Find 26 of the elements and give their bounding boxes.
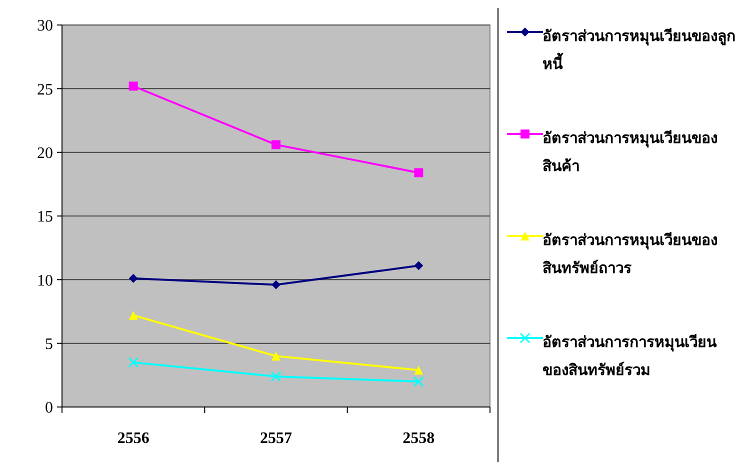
legend-label: อัตราส่วนการหมุนเวียนของสินค้า bbox=[542, 128, 719, 177]
point bbox=[414, 168, 424, 178]
legend-label: อัตราส่วนการการหมุนเวียนของสินทรัพย์รวม bbox=[542, 332, 718, 381]
point bbox=[270, 371, 282, 382]
legend-label: อัตราส่วนการหมุนเวียนของลูกหนี้ bbox=[542, 26, 737, 75]
y-tick-label: 15 bbox=[37, 208, 53, 226]
legend-label: อัตราส่วนการหมุนเวียนของสินทรัพย์ถาวร bbox=[542, 230, 719, 279]
y-tick-label: 10 bbox=[37, 272, 53, 290]
x-tick-label: 2558 bbox=[402, 430, 435, 447]
point bbox=[128, 82, 138, 91]
point bbox=[128, 310, 138, 320]
y-tick-label: 5 bbox=[45, 336, 53, 353]
x-tick-label: 2557 bbox=[260, 430, 292, 447]
y-tick-label: 25 bbox=[37, 81, 53, 98]
y-tick-label: 0 bbox=[45, 400, 53, 417]
point bbox=[414, 261, 424, 270]
point bbox=[128, 274, 138, 283]
point bbox=[413, 376, 424, 387]
point bbox=[272, 140, 280, 150]
point bbox=[272, 352, 280, 361]
y-tick-label: 30 bbox=[37, 18, 53, 35]
point bbox=[414, 366, 424, 375]
point bbox=[128, 357, 139, 368]
point bbox=[272, 280, 280, 290]
x-tick-label: 2556 bbox=[117, 430, 150, 447]
y-tick-label: 20 bbox=[37, 144, 53, 162]
